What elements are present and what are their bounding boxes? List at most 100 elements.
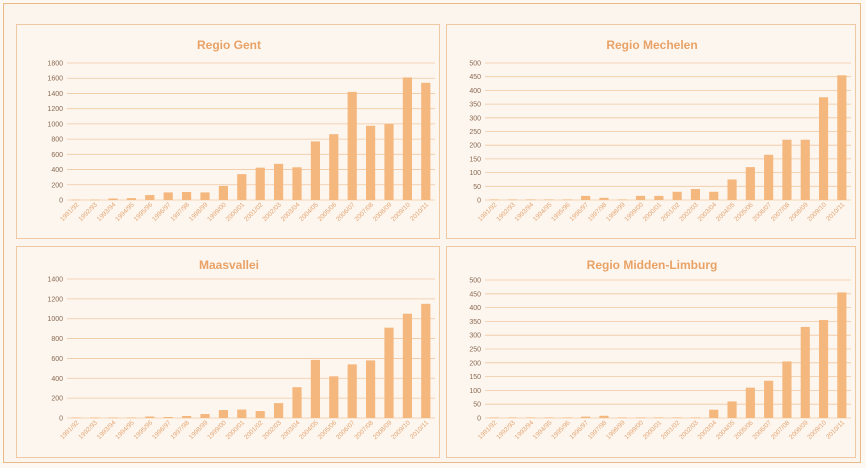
bar-2000-01 bbox=[237, 409, 247, 418]
chart-title: Regio Mechelen bbox=[606, 38, 697, 52]
x-tick-label: 1998/99 bbox=[605, 419, 627, 441]
y-tick-label: 1000 bbox=[47, 121, 63, 128]
bar-1993-94 bbox=[526, 417, 536, 419]
bar-2004-05 bbox=[310, 359, 320, 418]
x-tick-label: 2006/07 bbox=[335, 201, 357, 223]
x-tick-label: 1993/94 bbox=[514, 419, 536, 441]
x-tick-label: 1993/94 bbox=[96, 201, 118, 223]
y-tick-label: 300 bbox=[469, 333, 481, 340]
bar-2005-06 bbox=[745, 387, 755, 418]
x-tick-label: 1998/99 bbox=[605, 201, 627, 223]
bar-2004-05 bbox=[310, 141, 320, 200]
bar-1992-93 bbox=[507, 417, 518, 419]
x-tick-label: 1992/93 bbox=[495, 201, 517, 223]
x-tick-label: 2009/10 bbox=[390, 201, 412, 223]
x-tick-label: 1996/97 bbox=[568, 201, 590, 223]
x-tick-label: 2002/03 bbox=[261, 201, 283, 223]
bar-2000-01 bbox=[654, 417, 664, 419]
bar-2008-09 bbox=[384, 327, 394, 418]
x-tick-label: 1996/97 bbox=[568, 419, 590, 441]
y-tick-label: 200 bbox=[51, 396, 63, 403]
x-tick-label: 1994/95 bbox=[532, 201, 554, 223]
x-tick-label: 1995/96 bbox=[133, 201, 155, 223]
y-tick-label: 400 bbox=[51, 167, 63, 174]
bar-1997-98 bbox=[182, 192, 192, 200]
x-tick-label: 2000/01 bbox=[225, 201, 247, 223]
y-tick-label: 1200 bbox=[47, 106, 63, 113]
bar-1996-97 bbox=[163, 192, 173, 200]
x-tick-label: 2005/06 bbox=[317, 201, 339, 223]
bar-2006-07 bbox=[764, 154, 774, 200]
y-tick-label: 350 bbox=[469, 102, 481, 109]
bar-2009-10 bbox=[818, 320, 829, 418]
y-tick-label: 250 bbox=[469, 129, 481, 136]
x-tick-label: 2000/01 bbox=[642, 201, 664, 223]
x-tick-label: 2005/06 bbox=[733, 201, 755, 223]
chart-title: Maasvallei bbox=[199, 258, 259, 272]
x-tick-label: 2002/03 bbox=[261, 419, 283, 441]
bar-1997-98 bbox=[182, 416, 192, 418]
bar-2005-06 bbox=[329, 134, 339, 200]
bar-1994-95 bbox=[544, 199, 554, 201]
x-tick-label: 1995/96 bbox=[550, 201, 572, 223]
x-tick-label: 1994/95 bbox=[114, 419, 136, 441]
x-tick-label: 2000/01 bbox=[642, 419, 664, 441]
chart-regio-mechelen: Regio Mechelen 0 50 100 150 200 250 300 350 400 45… bbox=[469, 38, 851, 223]
bar-2010-11 bbox=[837, 75, 847, 200]
bar-1995-96 bbox=[562, 199, 572, 201]
bar-2005-06 bbox=[745, 167, 755, 200]
bar-2006-07 bbox=[347, 364, 357, 418]
x-tick-label: 1993/94 bbox=[514, 201, 536, 223]
y-tick-label: 400 bbox=[469, 305, 481, 312]
chart-panel-maasvallei: Maasvallei 0 200 400 600 800 1000 1200 1400 1991/… bbox=[16, 246, 440, 458]
bar-1994-95 bbox=[126, 198, 136, 200]
y-tick-label: 1800 bbox=[47, 61, 63, 68]
bar-2007-08 bbox=[782, 361, 792, 418]
x-tick-label: 1998/99 bbox=[188, 419, 210, 441]
y-tick-label: 300 bbox=[469, 115, 481, 122]
bar-2010-11 bbox=[421, 82, 431, 200]
y-tick-label: 0 bbox=[477, 416, 481, 423]
bar-2003-04 bbox=[709, 409, 719, 418]
y-tick-label: 200 bbox=[469, 360, 481, 367]
y-tick-label: 500 bbox=[469, 278, 481, 285]
x-tick-label: 2006/07 bbox=[751, 419, 773, 441]
bar-1997-98 bbox=[599, 415, 609, 418]
x-tick-label: 2005/06 bbox=[317, 419, 339, 441]
bar-1995-96 bbox=[145, 416, 155, 418]
x-tick-label: 2008/09 bbox=[372, 201, 394, 223]
figure-frame: Regio Gent 0 200 400 600 800 1000 1200 1400 1600 1… bbox=[3, 3, 861, 463]
x-tick-label: 1999/00 bbox=[623, 201, 645, 223]
bar-1993-94 bbox=[526, 199, 536, 201]
x-tick-label: 1995/96 bbox=[133, 419, 155, 441]
x-tick-label: 2008/09 bbox=[372, 419, 394, 441]
x-tick-label: 1997/98 bbox=[587, 419, 609, 441]
y-tick-label: 450 bbox=[469, 291, 481, 298]
x-tick-label: 1994/95 bbox=[532, 419, 554, 441]
bar-1993-94 bbox=[108, 198, 118, 200]
bar-1996-97 bbox=[581, 416, 591, 418]
bar-1998-99 bbox=[617, 199, 627, 201]
bar-1991-92 bbox=[71, 417, 81, 419]
bar-1999-00 bbox=[218, 410, 228, 418]
bar-1992-93 bbox=[90, 417, 100, 419]
bar-2008-09 bbox=[800, 326, 810, 418]
bar-1999-00 bbox=[218, 185, 228, 200]
x-tick-label: 2007/08 bbox=[770, 201, 792, 223]
bar-2001-02 bbox=[255, 411, 265, 418]
x-tick-label: 2008/09 bbox=[788, 201, 810, 223]
x-tick-label: 2010/11 bbox=[825, 419, 846, 440]
x-tick-label: 1996/97 bbox=[151, 419, 173, 441]
chart-panel-regio-midden-limburg: Regio Midden-Limburg 0 50 100 150 200 250 300 35… bbox=[446, 246, 856, 458]
x-tick-label: 1999/00 bbox=[206, 201, 228, 223]
bar-2001-02 bbox=[672, 417, 682, 419]
bar-2002-03 bbox=[690, 417, 701, 419]
bar-2001-02 bbox=[672, 191, 682, 200]
x-tick-label: 2004/05 bbox=[298, 419, 320, 441]
x-tick-label: 1992/93 bbox=[77, 201, 99, 223]
bar-2000-01 bbox=[237, 174, 247, 200]
x-tick-label: 2004/05 bbox=[715, 201, 737, 223]
x-tick-label: 2009/10 bbox=[390, 419, 412, 441]
x-tick-label: 2007/08 bbox=[353, 419, 375, 441]
bar-1991-92 bbox=[489, 417, 499, 419]
